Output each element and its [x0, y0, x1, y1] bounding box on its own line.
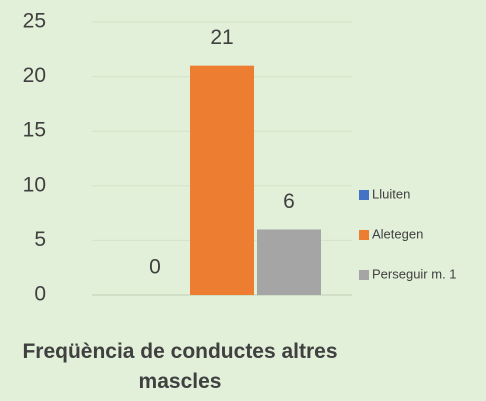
y-tick-label: 25 — [23, 10, 46, 33]
legend-label: Perseguir m. 1 — [372, 266, 457, 281]
y-tick-label: 5 — [34, 228, 46, 251]
chart-title: Freqüència de conductes altres mascles — [22, 340, 338, 393]
legend-label: Aletegen — [372, 226, 423, 241]
value-label: 0 — [149, 256, 161, 279]
bar — [257, 229, 321, 295]
y-tick-label: 15 — [23, 119, 46, 142]
legend-swatch — [359, 230, 369, 240]
bar — [190, 65, 254, 296]
value-label: 6 — [283, 190, 295, 213]
y-tick-label: 20 — [23, 64, 46, 87]
legend-label: Lluiten — [372, 186, 410, 201]
value-label: 21 — [210, 26, 233, 49]
y-tick-label: 0 — [34, 283, 46, 306]
legend-swatch — [359, 270, 369, 280]
legend-swatch — [359, 190, 369, 200]
y-tick-label: 10 — [23, 173, 46, 196]
